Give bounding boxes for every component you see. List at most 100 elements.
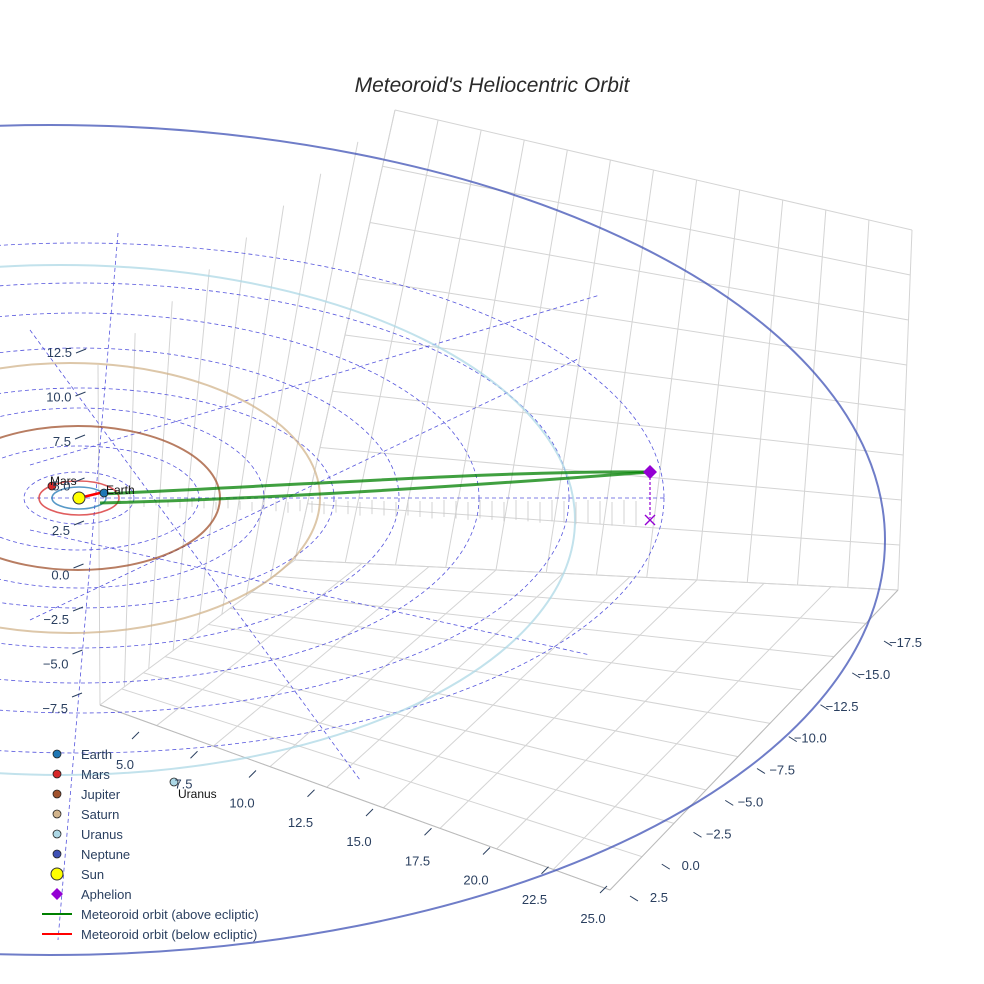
grid-line <box>270 141 359 579</box>
grid-line <box>439 579 698 829</box>
legend-item[interactable]: Aphelion <box>40 884 259 904</box>
y-tick-label: −12.5 <box>826 699 859 714</box>
orbit-mars <box>38 480 120 516</box>
grid-line <box>269 569 497 768</box>
y-tick-label: 2.5 <box>650 890 668 905</box>
legend-swatch-line <box>40 904 74 924</box>
legend-swatch-bigdot <box>40 864 74 884</box>
earth-marker <box>99 488 109 498</box>
grid-line <box>221 205 285 615</box>
y-tick-label: 0.0 <box>682 858 700 873</box>
z-tick-label: −7.5 <box>42 701 68 716</box>
x-tick-mark <box>599 885 608 894</box>
z-tick-label: −5.0 <box>43 657 69 672</box>
legend-symbol <box>51 888 63 900</box>
grid-line <box>273 575 867 624</box>
legend-swatch-dot <box>40 744 74 764</box>
legend-item[interactable]: Meteoroid orbit (below ecliptic) <box>40 924 259 944</box>
legend-item[interactable]: Mars <box>40 764 259 784</box>
planet-label-mars: Mars <box>50 474 77 488</box>
grid-line <box>156 562 363 726</box>
ecliptic-ring <box>23 471 135 525</box>
meteoroid-orbit-lower <box>99 470 651 505</box>
legend-item[interactable]: Saturn <box>40 804 259 824</box>
x-tick-mark <box>541 866 549 875</box>
grid-line <box>382 576 631 809</box>
x-tick-mark <box>424 827 432 836</box>
x-tick-label: 15.0 <box>346 834 371 849</box>
orbit-saturn <box>0 362 321 634</box>
y-tick-mark <box>820 704 829 711</box>
legend-symbol <box>52 769 62 779</box>
aphelion-marker <box>643 465 657 479</box>
legend-swatch-line <box>40 924 74 944</box>
x-tick-label: 22.5 <box>522 892 547 907</box>
grid-line <box>213 566 430 747</box>
legend-swatch-dot <box>40 804 74 824</box>
y-tick-mark <box>629 895 639 902</box>
legend-item[interactable]: Neptune <box>40 844 259 864</box>
legend-symbol <box>52 749 62 759</box>
grid-line <box>294 559 899 591</box>
x-tick-mark <box>365 808 374 817</box>
legend-label: Sun <box>81 866 105 882</box>
x-tick-label: 5.0 <box>116 757 134 772</box>
grid-line <box>143 672 675 824</box>
x-tick-label: 25.0 <box>580 911 605 926</box>
x-tick-label: 20.0 <box>463 873 488 888</box>
z-tick-mark <box>75 348 87 354</box>
legend-label: Neptune <box>81 846 131 862</box>
ecliptic-ring <box>0 445 200 551</box>
grid-line <box>496 582 765 850</box>
legend-item[interactable]: Meteoroid orbit (above ecliptic) <box>40 904 259 924</box>
legend-item[interactable]: Uranus <box>40 824 259 844</box>
aphelion-projection-marker <box>644 514 656 526</box>
legend-symbol <box>52 789 62 799</box>
legend-label: Aphelion <box>81 886 132 902</box>
ecliptic-spoke <box>29 294 601 466</box>
z-tick-mark <box>73 520 85 526</box>
uranus-marker <box>169 777 179 787</box>
legend-item[interactable]: Sun <box>40 864 259 884</box>
z-tick-label: 5.0 <box>52 479 70 494</box>
grid-line <box>148 301 173 669</box>
y-tick-mark <box>883 640 893 647</box>
legend-label: Jupiter <box>81 786 121 802</box>
legend-item[interactable]: Earth <box>40 744 259 764</box>
z-tick-label: 0.0 <box>51 568 69 583</box>
legend-swatch-dot <box>40 784 74 804</box>
grid-line <box>326 572 564 788</box>
grid-line <box>552 586 832 870</box>
ecliptic-ring <box>0 347 400 649</box>
z-tick-mark <box>73 563 84 569</box>
y-tick-mark <box>661 863 671 870</box>
grid-line <box>208 623 771 724</box>
ecliptic-spoke <box>29 529 591 656</box>
x-tick-label: 17.5 <box>405 853 430 868</box>
orbit-earth <box>51 486 107 510</box>
legend-symbol <box>50 867 64 881</box>
z-tick-mark <box>72 649 83 655</box>
axis-edge-y <box>609 589 899 891</box>
grid-line <box>121 688 643 858</box>
grid-line <box>197 237 247 633</box>
legend-label: Meteoroid orbit (below ecliptic) <box>81 926 258 942</box>
x-tick-mark <box>307 789 315 798</box>
legend-symbol <box>52 809 62 819</box>
x-tick-label: 7.5 <box>174 776 192 791</box>
legend-swatch-dot <box>40 764 74 784</box>
x-tick-label: 12.5 <box>288 815 313 830</box>
grid-line <box>382 165 911 276</box>
orbit-neptune <box>0 124 886 956</box>
y-tick-mark <box>724 799 734 806</box>
z-tick-label: 12.5 <box>47 345 72 360</box>
legend-item[interactable]: Jupiter <box>40 784 259 804</box>
x-tick-mark <box>190 750 198 759</box>
z-tick-mark <box>72 606 84 612</box>
axis-edge-x <box>99 704 611 891</box>
grid-line <box>394 109 913 231</box>
y-tick-label: −15.0 <box>857 667 890 682</box>
markers: Earth Mars Uranus <box>47 465 657 801</box>
z-tick-mark <box>74 477 85 483</box>
legend-swatch-dot <box>40 824 74 844</box>
